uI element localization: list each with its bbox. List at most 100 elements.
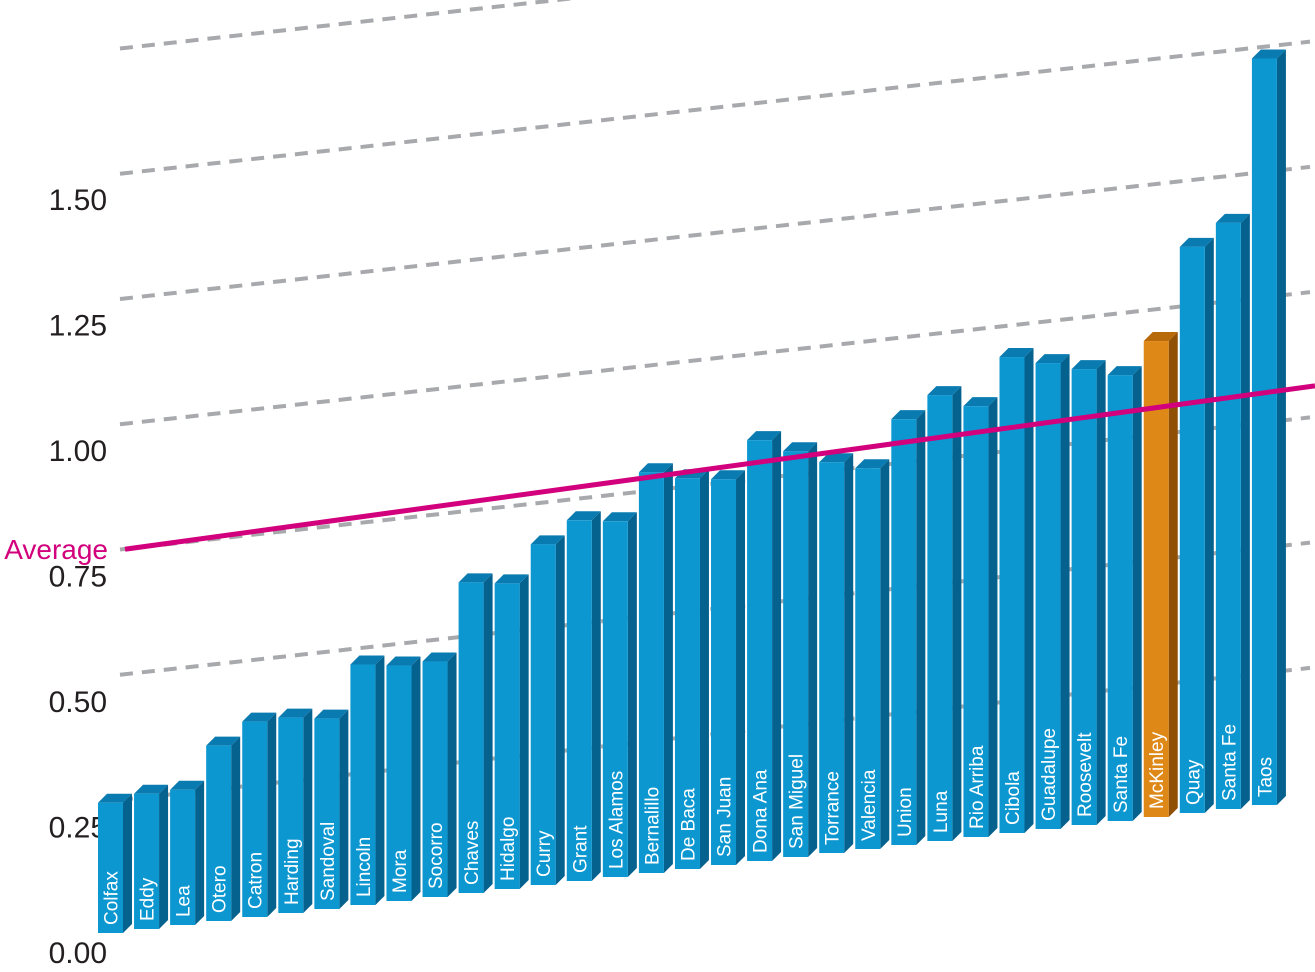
bar-front [1143, 341, 1169, 817]
category-label: Dona Ana [751, 769, 772, 853]
bar: Valencia [855, 459, 890, 849]
bar-side [663, 463, 673, 873]
bar-side [159, 784, 169, 929]
category-label: Eddy [138, 877, 159, 921]
category-label: Guadalupe [1039, 728, 1060, 821]
bar-side [483, 573, 493, 893]
bar-side [123, 793, 132, 933]
bar-top [242, 712, 277, 722]
bar-front [783, 451, 809, 857]
bar-front [999, 357, 1025, 833]
bar: Curry [530, 535, 565, 885]
bar-side [1096, 360, 1106, 825]
bar-top [1215, 213, 1250, 223]
bar: Catron [242, 712, 277, 917]
category-label: Rio Arriba [967, 745, 988, 829]
bar-front [747, 440, 773, 861]
bar: Santa Fe [1107, 366, 1142, 821]
average-line-group: Average [4, 383, 1315, 565]
bar-top [494, 574, 529, 584]
bar-top [422, 652, 457, 662]
bar-top [1071, 360, 1106, 370]
bar: Colfax [98, 793, 132, 933]
bar-top [1107, 366, 1142, 376]
bar: Luna [927, 386, 962, 841]
bar-side [303, 708, 313, 913]
bar-front [458, 582, 484, 893]
category-label: Santa Fe [1219, 724, 1240, 801]
bar-side [844, 453, 854, 853]
bar-top [927, 386, 962, 396]
category-label: Roosevelt [1075, 732, 1096, 817]
bar: Rio Arriba [963, 397, 998, 837]
bar-top [134, 784, 169, 794]
bar-top [1179, 237, 1214, 247]
bar-top [278, 708, 313, 718]
category-label: Grant [570, 825, 591, 873]
bar-side [591, 511, 601, 881]
category-label: Taos [1255, 757, 1276, 797]
bar: Union [891, 410, 926, 845]
bar-side [555, 535, 565, 885]
bar-front [1179, 246, 1205, 813]
bar-side [772, 431, 782, 861]
bar-front [1035, 363, 1061, 829]
category-label: San Juan [715, 777, 736, 857]
y-tick-label: 1.00 [49, 435, 107, 468]
category-label: Torrance [823, 771, 844, 845]
bar: Dona Ana [747, 431, 782, 861]
bar: Taos [1251, 49, 1286, 805]
bar-front [350, 664, 376, 905]
gridline [119, 39, 1311, 176]
bar: Harding [278, 708, 313, 913]
bar-front [134, 793, 160, 929]
bar-side [339, 709, 349, 909]
category-label: De Baca [678, 788, 699, 861]
bar-side [195, 780, 205, 925]
bar-top [98, 793, 132, 803]
gridline [119, 164, 1311, 301]
bar-top [314, 709, 349, 719]
bar-side [1240, 213, 1250, 809]
y-tick-label: 0.50 [49, 686, 107, 719]
bar-front [206, 745, 232, 921]
bar: San Juan [711, 470, 746, 865]
bar: Otero [206, 736, 241, 921]
bars: Colfax Eddy Lea Otero Catron Harding Sandoval L… [98, 49, 1286, 933]
y-tick-label: 0.25 [49, 812, 107, 845]
bar: Roosevelt [1071, 360, 1106, 825]
category-label: McKinley [1147, 731, 1168, 809]
bar: De Baca [674, 469, 709, 869]
bar: San Miguel [783, 442, 818, 857]
bar-side [1276, 49, 1286, 805]
category-label: Lincoln [354, 837, 375, 897]
bar-top [170, 780, 205, 790]
gridline [119, 290, 1311, 427]
bar-side [1168, 332, 1178, 817]
category-label: Sandoval [318, 822, 339, 901]
bar: Quay [1179, 237, 1214, 813]
bar-top [458, 573, 493, 583]
category-label: Chaves [462, 821, 483, 885]
y-tick-label: 0.75 [49, 561, 107, 594]
average-line [124, 383, 1315, 552]
bar-top [963, 397, 998, 407]
bar: Los Alamos [602, 512, 637, 877]
bar-top [747, 431, 782, 441]
category-label: Socorro [426, 822, 447, 889]
bar: Sandoval [314, 709, 349, 909]
bar: Bernalillo [638, 463, 673, 873]
gridline [119, 0, 576, 51]
bar: Lincoln [350, 655, 385, 905]
bar-side [1132, 366, 1142, 821]
bar-side [375, 655, 385, 905]
bar-side [1204, 237, 1214, 813]
bar-front [386, 665, 412, 901]
bar-top [711, 470, 746, 480]
bar-front [1071, 369, 1097, 825]
bar-front [530, 544, 556, 885]
bar-top [350, 655, 385, 665]
bar-front [855, 468, 881, 849]
category-label: Luna [931, 790, 952, 833]
